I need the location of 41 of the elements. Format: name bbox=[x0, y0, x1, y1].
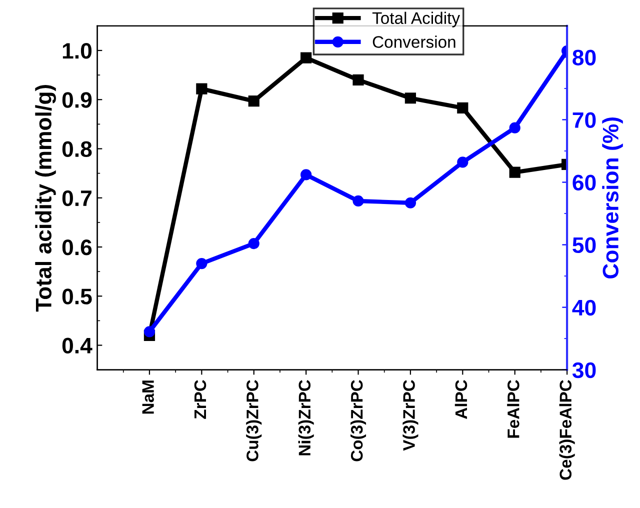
point bbox=[509, 166, 520, 178]
x-tick-label: AlPC bbox=[454, 380, 468, 419]
y2-tick-label: 60 bbox=[572, 174, 596, 191]
point bbox=[352, 195, 364, 207]
point bbox=[300, 52, 312, 64]
y-tick-label: 0.6 bbox=[62, 240, 92, 256]
y-tick-label: 0.7 bbox=[62, 190, 92, 206]
x-tick-label: Cu(3)ZrPC bbox=[246, 380, 262, 462]
point bbox=[196, 258, 208, 270]
point bbox=[248, 238, 260, 250]
x-tick-label: Ni(3)ZrPC bbox=[298, 380, 314, 456]
point bbox=[509, 122, 520, 134]
point bbox=[352, 74, 364, 86]
y2-tick-label: 30 bbox=[572, 362, 596, 378]
point bbox=[144, 326, 156, 338]
x-tick-label: Ce(3)FeAlPC bbox=[559, 380, 575, 480]
point bbox=[457, 156, 468, 168]
x-tick-label: FeAlPC bbox=[507, 380, 520, 438]
y-tick-label: 0.5 bbox=[62, 288, 92, 304]
y-tick-label: 0.4 bbox=[62, 338, 92, 354]
y-axis-title: Total acidity (mmol/g) bbox=[35, 84, 56, 312]
x-tick-label: NaM bbox=[142, 380, 154, 414]
y-tick-label: 0.9 bbox=[62, 92, 92, 108]
legend-label: Total Acidity bbox=[372, 12, 460, 28]
x-tick-label: V(3)ZrPC bbox=[402, 380, 418, 451]
y2-tick-label: 70 bbox=[572, 112, 596, 128]
point bbox=[457, 102, 468, 114]
point bbox=[404, 197, 416, 208]
point bbox=[300, 169, 312, 180]
point bbox=[196, 83, 208, 94]
x-tick-label: ZrPC bbox=[194, 380, 206, 419]
point bbox=[248, 96, 260, 107]
y2-axis-title: Conversion (%) bbox=[602, 117, 623, 278]
legend-label: Conversion bbox=[372, 36, 456, 48]
x-tick-label: Co(3)ZrPC bbox=[350, 380, 366, 462]
y2-tick-label: 80 bbox=[572, 50, 596, 66]
y-tick-label: 1.0 bbox=[62, 43, 92, 59]
y-tick-label: 0.8 bbox=[62, 141, 92, 158]
y2-tick-label: 40 bbox=[572, 300, 596, 316]
y2-tick-label: 50 bbox=[572, 237, 596, 254]
point bbox=[404, 92, 416, 104]
